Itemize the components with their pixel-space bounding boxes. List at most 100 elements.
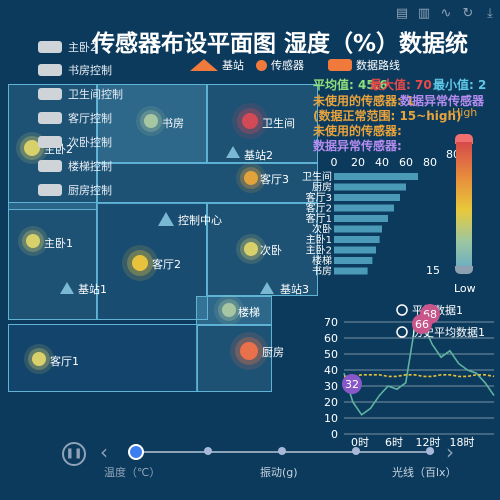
base-station-icon [260,282,274,294]
sensor-study[interactable] [144,114,158,128]
toggle-switch[interactable] [38,41,62,53]
download-icon[interactable]: ⤓ [487,6,493,21]
line-xtick-label: 12时 [416,436,441,449]
timeline-point[interactable] [426,447,434,455]
timeline-label-vibration[interactable]: 振动(g) [260,466,298,479]
next-button[interactable]: › [446,440,454,464]
visual-map-high-label: High [452,106,478,119]
timeline-label-temperature[interactable]: 温度（℃） [104,466,161,479]
timeline-point[interactable] [204,447,212,455]
stat-normal-range: (数据正常范围: 15~high) [313,109,462,123]
bar-category-label: 主卧2 [306,244,332,257]
visual-map: 80 15 Low High [426,106,482,298]
bar-xtick-label: 60 [399,156,413,169]
timeline-point[interactable] [278,447,286,455]
file-icon[interactable]: ▤ [395,6,409,21]
line-ytick-label: 40 [324,364,338,377]
label-living1: 客厅1 [50,355,79,368]
line-xtick-label: 18时 [450,436,475,449]
legend-route-label: 数据路线 [356,59,400,72]
timeline-point[interactable] [352,447,360,455]
toggle-switch[interactable] [38,88,62,100]
bar [334,257,373,264]
line-pin-label: 32 [345,378,359,391]
bar-category-label: 次卧 [312,223,332,236]
label-bathroom: 卫生间 [262,117,295,130]
timeline-current[interactable] [128,444,144,460]
visual-map-handle-top[interactable] [455,134,473,144]
legend-base[interactable]: 基站 [190,57,244,73]
line-chart-icon[interactable]: ∿ [440,6,452,21]
room-bedroom1 [8,202,98,320]
sensor-bathroom[interactable] [242,113,258,129]
bar [334,173,418,180]
sensor-stairs[interactable] [222,303,236,317]
menu-label: 楼梯控制 [68,160,112,173]
menu-item-second-bedroom[interactable]: 次卧控制 [38,135,128,149]
label-control-center: 控制中心 [178,214,222,227]
sensor-bedroom2[interactable] [24,140,40,156]
legend-sensor[interactable]: 传感器 [256,57,304,73]
line-ytick-label: 0 [331,428,338,441]
legend-route[interactable]: 数据路线 [328,57,400,73]
base-station-icon [226,146,240,158]
stat-abnormal: 数据异常传感器 [400,94,485,108]
toggle-switch[interactable] [38,136,62,148]
prev-button[interactable]: ‹ [100,440,108,464]
legend-base-label: 基站 [222,59,244,72]
bar-category-label: 客厅3 [306,191,332,204]
bar-category-label: 厨房 [312,181,332,194]
menu-label: 客厅控制 [68,112,112,125]
menu-label: 次卧控制 [68,136,112,149]
sensor-living1[interactable] [32,352,46,366]
sensor-second-bedroom[interactable] [244,242,258,256]
toggle-switch[interactable] [38,184,62,196]
bar-xtick-label: 20 [351,156,365,169]
refresh-icon[interactable]: ↻ [462,6,474,21]
menu-item-living[interactable]: 客厅控制 [38,111,128,125]
line-ytick-label: 60 [324,332,338,345]
timeline-label-light[interactable]: 光线（百lx） [392,466,457,479]
label-base2: 基站2 [244,149,273,162]
bar-category-label: 书房 [312,265,332,278]
sensor-living3[interactable] [244,171,258,185]
timeline: ❚❚ ‹ › 温度（℃） 振动(g) 光线（百lx） [62,440,482,480]
toggle-switch[interactable] [38,64,62,76]
bar-chart-icon[interactable]: ▥ [417,6,431,21]
label-base1: 基站1 [78,283,107,296]
room-stairs [196,296,272,326]
line-pin [412,314,432,334]
line-ytick-label: 30 [324,380,338,393]
bar [334,267,368,275]
bar-xtick-label: 40 [375,156,389,169]
menu-label: 厨房控制 [68,184,112,197]
line-ytick-label: 10 [324,412,338,425]
room-living2 [96,202,208,320]
menu-item-stairs[interactable]: 楼梯控制 [38,159,128,173]
menu-item-bedroom2[interactable]: 主卧2 [38,40,128,54]
bar [334,183,406,191]
floor-plan [8,78,320,392]
visual-map-low-label: Low [454,282,476,295]
menu-item-bathroom[interactable]: 卫生间控制 [38,87,128,101]
sensor-dot-icon [256,59,267,71]
line-xtick-label: 0时 [351,436,369,449]
bar-category-label: 客厅1 [306,212,332,225]
play-button[interactable]: ❚❚ [62,442,86,466]
sensor-bedroom1[interactable] [26,234,40,248]
sensor-living2[interactable] [132,255,148,271]
menu-item-study[interactable]: 书房控制 [38,63,128,77]
label-study: 书房 [162,117,184,130]
room-bathroom [206,84,318,164]
room-kitchen [196,324,272,392]
line-ytick-label: 70 [324,316,338,329]
stat-unused: 未使用的传感器: 1 [313,94,415,108]
visual-map-handle-bottom[interactable] [455,266,473,274]
sensor-kitchen[interactable] [240,342,258,360]
bar [334,215,388,222]
label-stairs: 楼梯 [238,306,260,319]
toggle-switch[interactable] [38,112,62,124]
visual-map-gradient[interactable] [456,142,472,266]
toggle-switch[interactable] [38,160,62,172]
menu-item-kitchen[interactable]: 厨房控制 [38,183,128,197]
